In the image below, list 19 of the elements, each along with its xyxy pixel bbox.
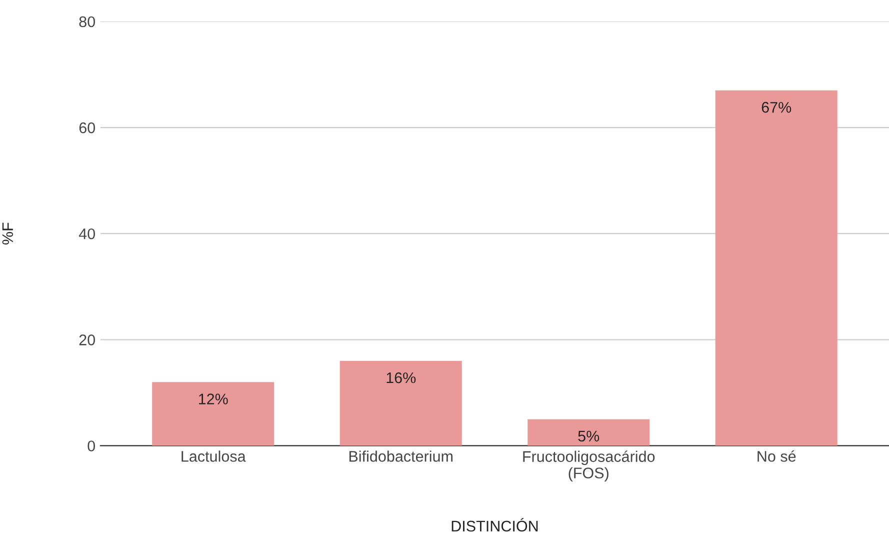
data-label: 12% [198, 394, 228, 404]
data-label: 5% [578, 430, 600, 442]
data-label: 16% [386, 372, 416, 384]
y-tick-label: 20 [79, 334, 95, 346]
bar [528, 419, 650, 446]
bar [340, 360, 462, 446]
bar [152, 382, 274, 446]
x-tick-label: No sé [758, 450, 796, 462]
y-tick-label: 40 [78, 228, 95, 240]
x-tick-label: Lactulosa [182, 450, 246, 462]
bar [715, 90, 838, 446]
y-tick-label: 60 [79, 122, 95, 134]
x-axis-title: DISTINCIÓN [452, 518, 538, 532]
data-label: 67% [762, 102, 792, 113]
x-tick-label: Bifidobacterium [349, 450, 452, 462]
y-tick-label: 0 [88, 440, 95, 452]
y-axis-title: %F [2, 222, 14, 245]
y-tick-label: 80 [79, 16, 95, 28]
x-tick-label: Fructooligosacárido (FOS) [523, 450, 655, 482]
